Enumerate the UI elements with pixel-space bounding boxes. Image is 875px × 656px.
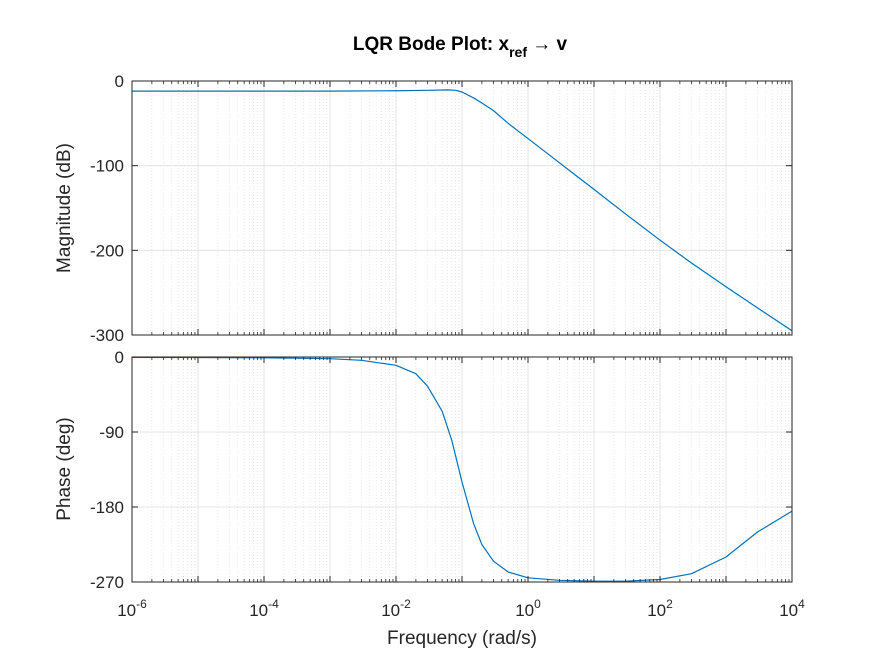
magnitude-y-tick-label: -200 xyxy=(90,241,124,260)
magnitude-ylabel: Magnitude (dB) xyxy=(54,143,75,273)
phase-curve xyxy=(131,356,793,582)
x-tick-exponent: 4 xyxy=(798,597,805,611)
phase-y-tick-label: -180 xyxy=(90,498,124,517)
x-tick-exponent: 0 xyxy=(534,597,541,611)
magnitude-ticks: 0 -100 -200 -300 xyxy=(90,72,793,345)
x-tick-base: 10 xyxy=(249,601,268,620)
phase-ylabel: Phase (deg) xyxy=(54,417,75,521)
chart-title-subscript: ref xyxy=(509,44,527,60)
magnitude-y-tick-label: -300 xyxy=(90,326,124,345)
x-tick-base: 10 xyxy=(779,601,798,620)
x-tick-exponent: -4 xyxy=(268,597,279,611)
magnitude-axes: 0 -100 -200 -300 Magnitude (dB) xyxy=(54,72,793,345)
chart-title-main: LQR Bode Plot: x xyxy=(353,34,510,55)
chart-title-tail: → v xyxy=(527,34,568,55)
magnitude-y-tick-label: -100 xyxy=(90,157,124,176)
x-tick-base: 10 xyxy=(117,601,136,620)
x-tick-label: 10-2 xyxy=(381,597,411,620)
x-tick-exponent: -2 xyxy=(400,597,411,611)
phase-curve-group xyxy=(131,356,793,582)
frequency-xlabel: Frequency (rad/s) xyxy=(387,628,537,649)
x-tick-exponent: 2 xyxy=(666,597,673,611)
x-tick-label: 10-4 xyxy=(249,597,279,620)
x-tick-label: 104 xyxy=(779,597,805,620)
magnitude-curve xyxy=(132,89,793,332)
x-tick-label: 10-6 xyxy=(117,597,147,620)
x-tick-exponent: -6 xyxy=(136,597,147,611)
x-tick-base: 10 xyxy=(515,601,534,620)
phase-y-tick-label: -90 xyxy=(99,423,124,442)
x-tick-base: 10 xyxy=(647,601,666,620)
phase-y-tick-label: -270 xyxy=(90,573,124,592)
magnitude-curve-group xyxy=(132,89,793,332)
phase-y-tick-label: 0 xyxy=(115,348,124,367)
x-tick-label: 100 xyxy=(515,597,541,620)
magnitude-y-tick-label: 0 xyxy=(115,72,124,91)
x-tick-base: 10 xyxy=(381,601,400,620)
chart-title: LQR Bode Plot: xref → v xyxy=(353,34,568,60)
x-tick-label: 102 xyxy=(647,597,673,620)
